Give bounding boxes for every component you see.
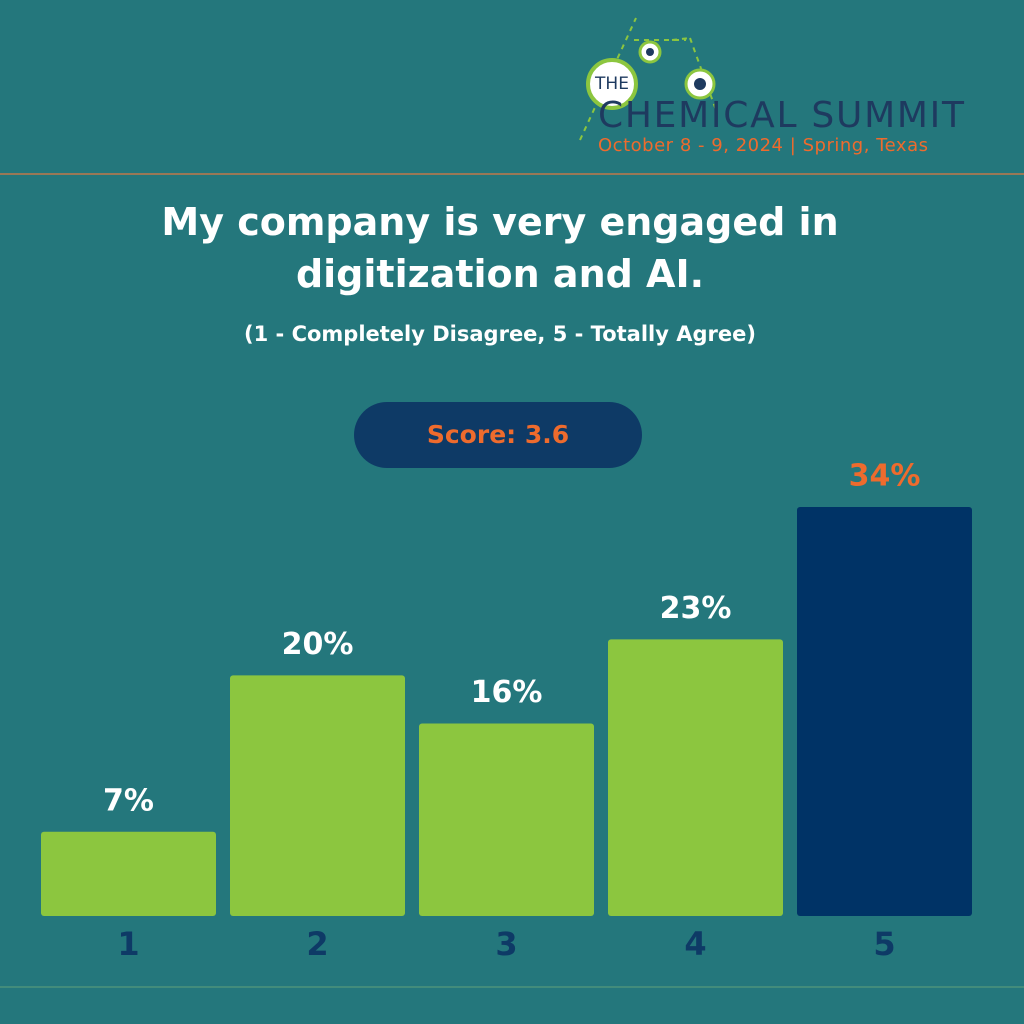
x-tick-label: 2 bbox=[306, 925, 328, 963]
bar bbox=[797, 507, 972, 916]
logo-circle bbox=[586, 58, 638, 110]
x-tick-label: 3 bbox=[495, 925, 517, 963]
bar bbox=[419, 723, 594, 916]
x-tick-label: 4 bbox=[684, 925, 706, 963]
value-label: 34% bbox=[849, 459, 921, 494]
logo-the: THE bbox=[594, 74, 629, 94]
value-label: 7% bbox=[103, 783, 154, 818]
logo-lines bbox=[579, 17, 691, 141]
logo-dot bbox=[646, 48, 654, 56]
value-label: 20% bbox=[282, 627, 354, 662]
bar bbox=[230, 675, 405, 916]
logo-lines bbox=[689, 37, 717, 111]
logo-event: October 8 - 9, 2024 | Spring, Texas bbox=[598, 135, 928, 156]
logo: THE CHEMICAL SUMMIT October 8 - 9, 2024 … bbox=[579, 17, 965, 156]
score: Score: 3.6 bbox=[427, 420, 569, 449]
logo-dot bbox=[694, 78, 706, 90]
bar bbox=[41, 831, 216, 916]
x-tick-label: 5 bbox=[873, 925, 895, 963]
chart-title: My company is very engaged in digitizati… bbox=[161, 200, 839, 296]
logo-name: CHEMICAL SUMMIT bbox=[598, 95, 965, 136]
value-label: 23% bbox=[660, 591, 732, 626]
x-tick-label: 1 bbox=[117, 925, 139, 963]
value-label: 16% bbox=[471, 675, 543, 710]
chart-subtitle: (1 - Completely Disagree, 5 - Totally Ag… bbox=[244, 322, 756, 346]
bar bbox=[608, 639, 783, 916]
score-pill bbox=[354, 402, 642, 468]
